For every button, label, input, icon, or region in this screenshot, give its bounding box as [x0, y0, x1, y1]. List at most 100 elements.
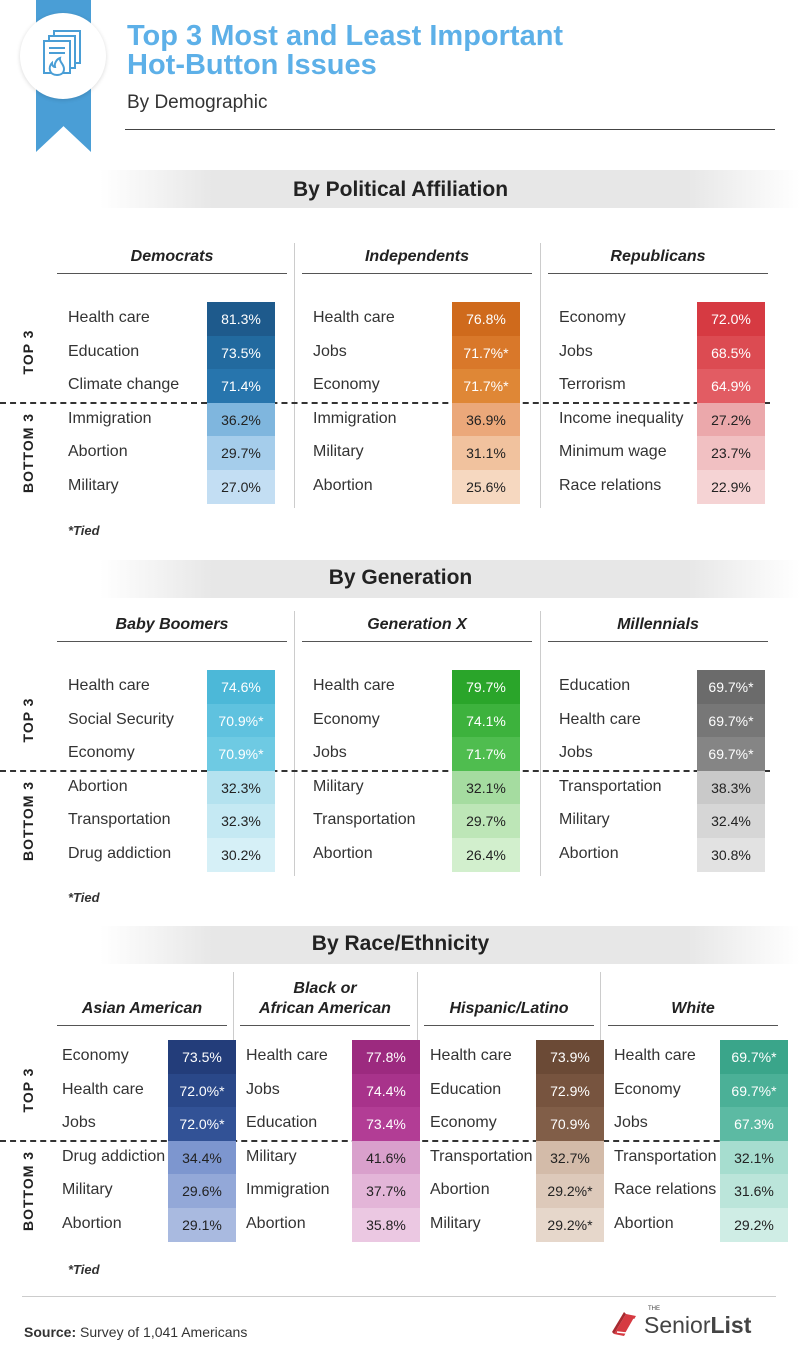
group-header: Independents	[302, 236, 532, 274]
value-cell: 70.9%*	[207, 703, 275, 738]
value-cell: 31.6%	[720, 1174, 788, 1208]
value-cell: 31.1%	[452, 436, 520, 470]
section-title: By Generation	[328, 566, 473, 589]
value-cell: 37.7%	[352, 1174, 420, 1208]
bottom3-side-label: BOTTOM 3	[20, 412, 36, 493]
book-logo-icon	[612, 1312, 638, 1338]
top3-side-label: TOP 3	[20, 697, 36, 743]
top-bottom-divider	[0, 401, 770, 404]
value-cell: 32.3%	[207, 770, 275, 805]
tied-footnote: *Tied	[68, 890, 100, 905]
section-title: By Political Affiliation	[292, 178, 509, 201]
value-cell: 74.4%	[352, 1073, 420, 1108]
value-cell: 32.3%	[207, 804, 275, 838]
issue-label: Health care	[62, 1080, 144, 1098]
value-cell: 29.2%*	[536, 1174, 604, 1208]
value-cell: 73.5%	[207, 335, 275, 370]
bottom3-side-label: BOTTOM 3	[20, 1150, 36, 1231]
issue-label: Jobs	[246, 1080, 280, 1098]
value-cell: 23.7%	[697, 436, 765, 470]
issue-label: Abortion	[313, 476, 373, 494]
issue-label: Race relations	[614, 1181, 717, 1198]
value-cell: 68.5%	[697, 335, 765, 370]
issue-label: Jobs	[62, 1114, 96, 1131]
value-cell: 79.7%	[452, 670, 520, 704]
value-cell: 72.0%*	[168, 1107, 236, 1141]
group-name: Republicans	[610, 248, 706, 265]
issue-label: Education	[559, 677, 631, 694]
issue-label: Military	[313, 443, 364, 460]
issue-label: Immigration	[246, 1181, 330, 1198]
issue-label: Military	[62, 1181, 113, 1198]
group-header: Black or African American	[240, 972, 410, 1026]
issue-label: Education	[68, 342, 140, 360]
issue-label: Immigration	[68, 409, 152, 427]
top3-side-label: TOP 3	[20, 329, 36, 375]
header-divider	[125, 129, 775, 130]
issue-label: Terrorism	[559, 376, 626, 393]
column-separator	[294, 611, 295, 876]
group-header: Millennials	[548, 604, 768, 642]
group-header: White	[608, 972, 778, 1026]
group-header: Republicans	[548, 236, 768, 274]
issue-label: Jobs	[614, 1114, 648, 1131]
value-cell: 72.0%	[697, 302, 765, 336]
section-title-band	[100, 170, 800, 208]
issue-label: Jobs	[313, 342, 347, 360]
value-cell: 29.2%*	[536, 1207, 604, 1242]
value-cell: 69.7%*	[720, 1040, 788, 1074]
group-header: Generation X	[302, 604, 532, 642]
value-cell: 69.7%*	[697, 737, 765, 771]
value-cell: 72.9%	[536, 1073, 604, 1108]
logo-list: List	[710, 1311, 752, 1338]
value-cell: 29.6%	[168, 1174, 236, 1208]
value-cell: 29.2%	[720, 1207, 788, 1242]
value-cell: 74.6%	[207, 670, 275, 704]
issue-label: Minimum wage	[559, 443, 667, 460]
value-cell: 71.7%*	[452, 335, 520, 370]
source-note: Source: Survey of 1,041 Americans	[24, 1324, 248, 1340]
value-cell: 29.1%	[168, 1207, 236, 1242]
value-cell: 29.7%	[452, 804, 520, 838]
group-name: Baby Boomers	[115, 616, 229, 633]
issue-label: Social Security	[68, 710, 174, 728]
value-cell: 32.7%	[536, 1140, 604, 1175]
issue-label: Transportation	[68, 811, 171, 828]
issue-label: Health care	[68, 309, 150, 326]
issue-label: Income inequality	[559, 409, 684, 427]
value-cell: 34.4%	[168, 1140, 236, 1175]
issue-label: Economy	[559, 309, 626, 326]
documents-fire-icon	[40, 29, 86, 84]
issue-label: Health care	[614, 1047, 696, 1064]
group-header: Asian American	[57, 972, 227, 1026]
issue-label: Education	[246, 1114, 318, 1131]
group-name: Independents	[364, 248, 469, 265]
tied-footnote: *Tied	[68, 523, 100, 538]
value-cell: 22.9%	[697, 469, 765, 504]
group-name: Hispanic/Latino	[449, 1000, 569, 1017]
issue-label: Abortion	[68, 443, 128, 460]
issue-label: Climate change	[68, 376, 180, 393]
issue-label: Transportation	[614, 1147, 717, 1165]
page-subtitle: By Demographic	[127, 92, 268, 113]
issue-label: Health care	[246, 1047, 328, 1064]
value-cell: 35.8%	[352, 1207, 420, 1242]
group-name-line1: Black or	[293, 980, 357, 997]
group-header: Baby Boomers	[57, 604, 287, 642]
value-cell: 69.7%*	[720, 1073, 788, 1108]
value-cell: 26.4%	[452, 837, 520, 872]
top3-side-label: TOP 3	[20, 1067, 36, 1113]
issue-label: Transportation	[430, 1147, 533, 1165]
issue-label: Health care	[430, 1047, 512, 1064]
value-cell: 36.9%	[452, 402, 520, 437]
group-name: White	[671, 1000, 715, 1017]
bottom3-side-label: BOTTOM 3	[20, 780, 36, 861]
value-cell: 27.0%	[207, 469, 275, 504]
value-cell: 32.1%	[452, 770, 520, 805]
issue-label: Education	[430, 1080, 502, 1098]
group-name: Millennials	[617, 616, 699, 633]
issue-label: Jobs	[313, 744, 347, 761]
column-separator	[540, 243, 541, 508]
issue-label: Abortion	[430, 1181, 490, 1198]
issue-label: Economy	[68, 744, 135, 761]
